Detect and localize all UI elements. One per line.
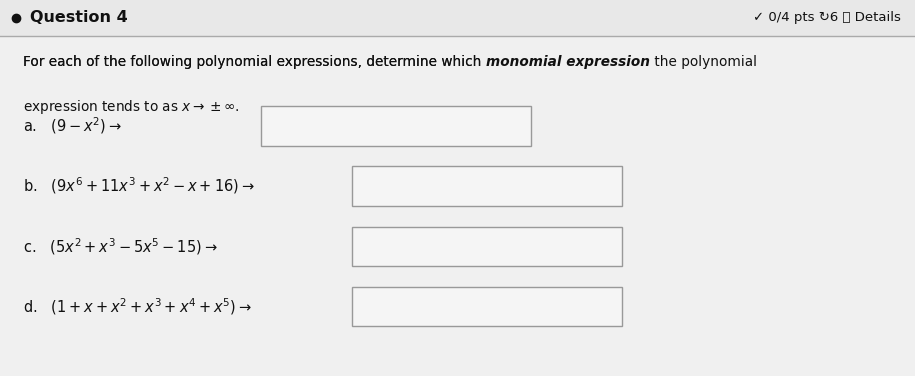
Text: b.   $(9x^6 + 11x^3 + x^2 - x + 16) \rightarrow$: b. $(9x^6 + 11x^3 + x^2 - x + 16) \right… [23, 176, 254, 197]
Text: d.   $(1 + x + x^2 + x^3 + x^4 + x^5) \rightarrow$: d. $(1 + x + x^2 + x^3 + x^4 + x^5) \rig… [23, 296, 252, 317]
FancyBboxPatch shape [352, 166, 622, 206]
FancyBboxPatch shape [261, 106, 531, 146]
Text: expression tends to as $x \rightarrow \pm\infty$.: expression tends to as $x \rightarrow \p… [23, 98, 239, 116]
Text: Question 4: Question 4 [30, 11, 128, 25]
FancyBboxPatch shape [0, 0, 915, 36]
Text: For each of the following polynomial expressions, determine which monomial expre: For each of the following polynomial exp… [23, 55, 632, 68]
Text: monomial expression: monomial expression [486, 55, 650, 68]
FancyBboxPatch shape [352, 287, 622, 326]
Text: a.   $(9 - x^2) \rightarrow$: a. $(9 - x^2) \rightarrow$ [23, 115, 122, 136]
Text: ✓ 0/4 pts ↻6 ⓘ Details: ✓ 0/4 pts ↻6 ⓘ Details [753, 11, 901, 24]
Text: the polynomial: the polynomial [650, 55, 757, 68]
Text: For each of the following polynomial expressions, determine which: For each of the following polynomial exp… [23, 55, 486, 68]
FancyBboxPatch shape [352, 226, 622, 266]
Text: c.   $(5x^2 + x^3 - 5x^5 - 15) \rightarrow$: c. $(5x^2 + x^3 - 5x^5 - 15) \rightarrow… [23, 236, 218, 257]
Text: For each of the following polynomial expressions, determine which: For each of the following polynomial exp… [23, 55, 486, 68]
